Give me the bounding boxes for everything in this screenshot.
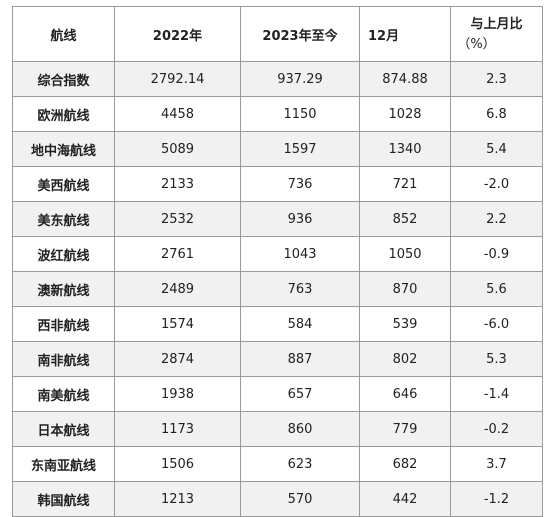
route-name-cell: 西非航线: [12, 306, 115, 342]
value-december-cell: 721: [359, 166, 451, 202]
header-route: 航线: [12, 6, 115, 62]
route-name-cell: 南非航线: [12, 341, 115, 377]
table-row: 欧洲航线 4458 1150 1028 6.8: [12, 96, 543, 132]
value-december-cell: 1028: [359, 96, 451, 132]
value-ratio-cell: 5.3: [450, 341, 543, 377]
route-name-cell: 东南亚航线: [12, 446, 115, 482]
value-ratio-cell: 2.3: [450, 61, 543, 97]
value-2023-cell: 623: [240, 446, 360, 482]
route-name-cell: 日本航线: [12, 411, 115, 447]
table-row: 日本航线 1173 860 779 -0.2: [12, 411, 543, 447]
table-row: 美东航线 2532 936 852 2.2: [12, 201, 543, 237]
value-2023-cell: 570: [240, 481, 360, 517]
value-2023-cell: 936: [240, 201, 360, 237]
table-row: 波红航线 2761 1043 1050 -0.9: [12, 236, 543, 272]
value-ratio-cell: 2.2: [450, 201, 543, 237]
value-ratio-cell: 5.6: [450, 271, 543, 307]
value-2022-cell: 1506: [114, 446, 241, 482]
table-row: 南美航线 1938 657 646 -1.4: [12, 376, 543, 412]
route-name-cell: 美西航线: [12, 166, 115, 202]
value-december-cell: 870: [359, 271, 451, 307]
value-2022-cell: 5089: [114, 131, 241, 167]
value-2022-cell: 2761: [114, 236, 241, 272]
value-2023-cell: 860: [240, 411, 360, 447]
value-december-cell: 802: [359, 341, 451, 377]
value-december-cell: 852: [359, 201, 451, 237]
value-december-cell: 682: [359, 446, 451, 482]
header-2022: 2022年: [114, 6, 241, 62]
value-december-cell: 1340: [359, 131, 451, 167]
value-2022-cell: 1938: [114, 376, 241, 412]
value-2023-cell: 584: [240, 306, 360, 342]
table-row: 澳新航线 2489 763 870 5.6: [12, 271, 543, 307]
value-2022-cell: 1173: [114, 411, 241, 447]
table-row: 韩国航线 1213 570 442 -1.2: [12, 481, 543, 517]
header-2023-to-date: 2023年至今: [240, 6, 360, 62]
value-2022-cell: 4458: [114, 96, 241, 132]
value-2022-cell: 2792.14: [114, 61, 241, 97]
value-ratio-cell: -1.4: [450, 376, 543, 412]
value-2023-cell: 1597: [240, 131, 360, 167]
route-name-cell: 欧洲航线: [12, 96, 115, 132]
value-december-cell: 442: [359, 481, 451, 517]
value-2022-cell: 2532: [114, 201, 241, 237]
value-2022-cell: 1213: [114, 481, 241, 517]
route-name-cell: 南美航线: [12, 376, 115, 412]
value-ratio-cell: 6.8: [450, 96, 543, 132]
route-name-cell: 韩国航线: [12, 481, 115, 517]
route-name-cell: 美东航线: [12, 201, 115, 237]
value-2022-cell: 2489: [114, 271, 241, 307]
table-row: 地中海航线 5089 1597 1340 5.4: [12, 131, 543, 167]
value-ratio-cell: -0.9: [450, 236, 543, 272]
header-ratio-title: 与上月比: [470, 17, 523, 32]
value-2023-cell: 763: [240, 271, 360, 307]
route-name-cell: 综合指数: [12, 61, 115, 97]
freight-index-table: 航线 2022年 2023年至今 12月 与上月比 （%） 综合指数 2792.1…: [12, 6, 543, 517]
header-december: 12月: [359, 6, 451, 62]
value-2023-cell: 937.29: [240, 61, 360, 97]
table-container: 航线 2022年 2023年至今 12月 与上月比 （%） 综合指数 2792.1…: [12, 6, 543, 517]
value-ratio-cell: 3.7: [450, 446, 543, 482]
value-ratio-cell: 5.4: [450, 131, 543, 167]
value-ratio-cell: -6.0: [450, 306, 543, 342]
route-name-cell: 波红航线: [12, 236, 115, 272]
header-ratio-unit: （%）: [457, 37, 496, 52]
value-december-cell: 779: [359, 411, 451, 447]
value-2022-cell: 1574: [114, 306, 241, 342]
value-2023-cell: 736: [240, 166, 360, 202]
table-row: 西非航线 1574 584 539 -6.0: [12, 306, 543, 342]
value-2023-cell: 887: [240, 341, 360, 377]
value-2023-cell: 657: [240, 376, 360, 412]
value-ratio-cell: -0.2: [450, 411, 543, 447]
value-december-cell: 646: [359, 376, 451, 412]
value-2022-cell: 2874: [114, 341, 241, 377]
table-row: 东南亚航线 1506 623 682 3.7: [12, 446, 543, 482]
value-ratio-cell: -1.2: [450, 481, 543, 517]
value-december-cell: 539: [359, 306, 451, 342]
header-row: 航线 2022年 2023年至今 12月 与上月比 （%）: [12, 6, 543, 62]
value-december-cell: 874.88: [359, 61, 451, 97]
table-row: 综合指数 2792.14 937.29 874.88 2.3: [12, 61, 543, 97]
header-month-over-month: 与上月比 （%）: [450, 6, 543, 62]
value-2023-cell: 1043: [240, 236, 360, 272]
route-name-cell: 澳新航线: [12, 271, 115, 307]
value-2023-cell: 1150: [240, 96, 360, 132]
value-ratio-cell: -2.0: [450, 166, 543, 202]
table-row: 南非航线 2874 887 802 5.3: [12, 341, 543, 377]
value-2022-cell: 2133: [114, 166, 241, 202]
table-row: 美西航线 2133 736 721 -2.0: [12, 166, 543, 202]
route-name-cell: 地中海航线: [12, 131, 115, 167]
value-december-cell: 1050: [359, 236, 451, 272]
